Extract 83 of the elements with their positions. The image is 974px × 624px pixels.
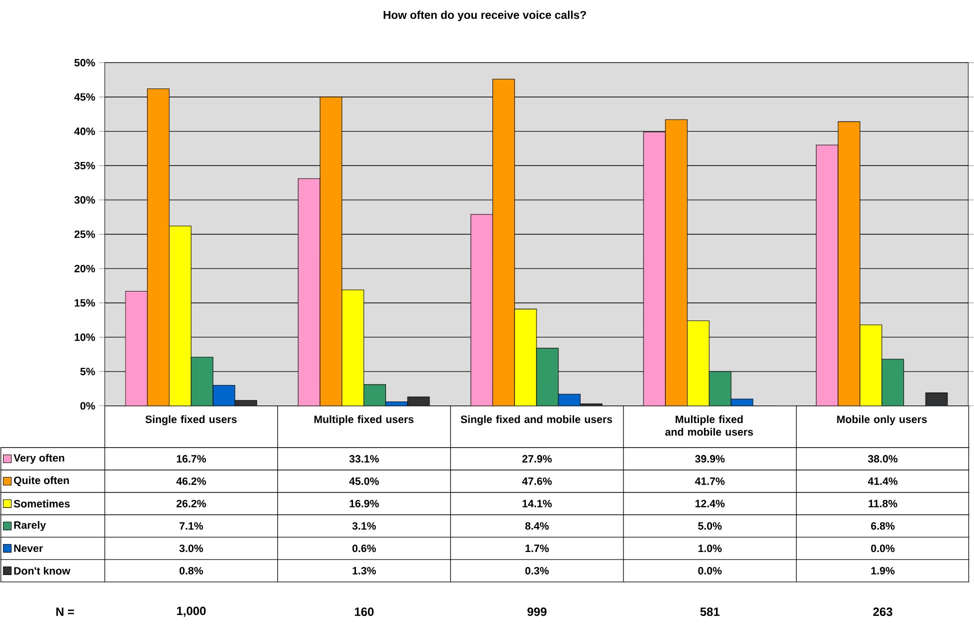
y-tick-label: 15% bbox=[74, 299, 96, 307]
text: 581 bbox=[700, 608, 720, 616]
data-label: 6.8% bbox=[871, 522, 895, 530]
data-label: 47.6% bbox=[522, 478, 552, 486]
data-label: 41.7% bbox=[695, 478, 725, 486]
data-label: 46.2% bbox=[176, 478, 206, 486]
bar bbox=[213, 385, 235, 406]
bar bbox=[364, 384, 386, 406]
x-tick-label: Mobile only users bbox=[837, 415, 927, 426]
bar bbox=[860, 324, 882, 406]
data-label: 45.0% bbox=[349, 478, 379, 486]
bar bbox=[169, 226, 192, 406]
data-label: 1.7% bbox=[526, 544, 549, 552]
bar bbox=[558, 394, 580, 406]
data-label: 8.4% bbox=[525, 522, 549, 530]
bar bbox=[408, 397, 430, 406]
bar bbox=[514, 308, 537, 406]
legend-label: Sometimes bbox=[14, 500, 70, 508]
bar bbox=[643, 132, 666, 406]
data-label: 27.9% bbox=[522, 455, 552, 463]
x-tick-label: Multiple fixed users bbox=[314, 415, 414, 426]
data-label: 0.0% bbox=[698, 567, 722, 575]
chart-title: How often do you receive voice calls? bbox=[384, 10, 586, 22]
y-tick-label: 10% bbox=[74, 334, 96, 342]
data-label: 14.1% bbox=[522, 500, 552, 508]
text: 1,000 bbox=[177, 606, 206, 617]
data-label: 11.8% bbox=[868, 500, 898, 508]
y-tick-label: 45% bbox=[74, 93, 96, 101]
bar bbox=[665, 120, 688, 406]
data-label: 12.4% bbox=[696, 500, 725, 508]
data-label: 0.6% bbox=[352, 544, 376, 552]
data-label: 0.8% bbox=[180, 567, 204, 575]
bar bbox=[492, 79, 515, 406]
bar bbox=[687, 320, 710, 406]
y-tick-label: 0% bbox=[80, 402, 96, 410]
data-label: 1.3% bbox=[352, 567, 376, 575]
data-label: 1.9% bbox=[871, 567, 895, 575]
data-label: 39.9% bbox=[695, 455, 725, 463]
y-tick-label: 5% bbox=[80, 368, 96, 376]
bar bbox=[125, 291, 148, 406]
legend-label: Quite often bbox=[14, 476, 69, 486]
bar bbox=[298, 178, 320, 406]
data-label: 16.9% bbox=[350, 500, 379, 508]
data-label: 16.7% bbox=[176, 455, 206, 463]
data-label: 38.0% bbox=[868, 455, 898, 463]
text: N = bbox=[56, 608, 74, 616]
data-label: 3.0% bbox=[179, 544, 204, 552]
data-label: 41.4% bbox=[868, 478, 898, 486]
x-tick-label: Single fixed users bbox=[145, 415, 237, 426]
bar bbox=[536, 348, 559, 406]
bar bbox=[191, 357, 214, 406]
y-tick-label: 30% bbox=[74, 196, 96, 204]
data-label: 0.3% bbox=[525, 567, 549, 575]
y-tick-label: 35% bbox=[74, 162, 96, 170]
data-label: 7.1% bbox=[180, 522, 204, 530]
bar bbox=[838, 122, 860, 406]
bar bbox=[147, 88, 170, 406]
text: 263 bbox=[873, 608, 892, 616]
y-tick-label: 40% bbox=[74, 128, 96, 136]
bar bbox=[320, 96, 342, 406]
bar bbox=[470, 214, 493, 406]
legend-label: Never bbox=[14, 544, 43, 552]
data-label: 5.0% bbox=[698, 522, 722, 530]
x-tick-label: Single fixed and mobile users bbox=[460, 415, 612, 426]
bar bbox=[816, 144, 838, 406]
data-label: 0.0% bbox=[871, 544, 895, 552]
bar bbox=[342, 290, 364, 406]
bar bbox=[882, 359, 904, 406]
data-label: 3.1% bbox=[352, 522, 376, 530]
data-label: 1.0% bbox=[698, 544, 722, 552]
data-label: 33.1% bbox=[349, 455, 379, 463]
legend-label: Rarely bbox=[14, 521, 46, 532]
data-label: 26.2% bbox=[176, 500, 206, 508]
x-tick-label: Multiple fixed and mobile users bbox=[665, 415, 753, 436]
text: 999 bbox=[527, 608, 547, 616]
legend-label: Very often bbox=[14, 454, 64, 464]
bar bbox=[708, 371, 732, 406]
legend-label: Don't know bbox=[14, 566, 70, 575]
y-tick-label: 20% bbox=[74, 264, 96, 272]
bar bbox=[925, 392, 948, 406]
y-tick-label: 25% bbox=[74, 230, 96, 238]
y-tick-label: 50% bbox=[74, 59, 96, 67]
text: 160 bbox=[354, 608, 374, 616]
